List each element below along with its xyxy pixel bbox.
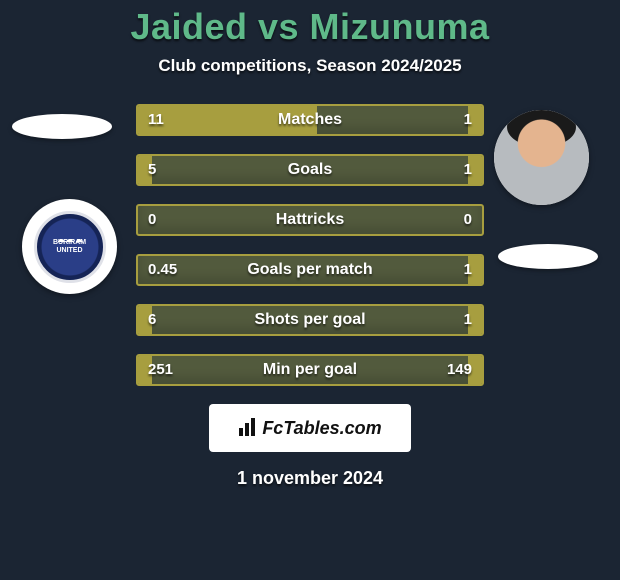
brand-text: FcTables.com — [262, 418, 381, 438]
stat-bar: 251149Min per goal — [136, 354, 484, 386]
shield-icon: BURIRAMUNITED — [34, 211, 106, 283]
page-subtitle: Club competitions, Season 2024/2025 — [0, 56, 620, 76]
stat-label: Shots per goal — [138, 306, 482, 334]
stat-label: Hattricks — [138, 206, 482, 234]
stat-bar: 51Goals — [136, 154, 484, 186]
stat-bar: 111Matches — [136, 104, 484, 136]
stat-bar: 00Hattricks — [136, 204, 484, 236]
stat-bar: 0.451Goals per match — [136, 254, 484, 286]
bars-icon — [238, 417, 260, 437]
club-badge-icon: BURIRAMUNITED — [22, 199, 117, 294]
snapshot-date: 1 november 2024 — [0, 468, 620, 489]
brand-badge: FcTables.com — [209, 404, 411, 452]
comparison-arena: BURIRAMUNITED 111Matches 51Goals 00Hattric… — [0, 104, 620, 384]
stat-label: Matches — [138, 106, 482, 134]
right-avatar — [494, 110, 589, 205]
stat-label: Goals — [138, 156, 482, 184]
right-club-ellipse — [498, 244, 598, 269]
left-avatar: BURIRAMUNITED — [22, 199, 117, 294]
comparison-card: Jaided vs Mizunuma Club competitions, Se… — [0, 0, 620, 580]
stat-label: Goals per match — [138, 256, 482, 284]
left-club-ellipse — [12, 114, 112, 139]
stat-bars: 111Matches 51Goals 00Hattricks 0.451Goals p… — [136, 104, 484, 404]
player-face-icon — [494, 110, 589, 205]
stat-bar: 61Shots per goal — [136, 304, 484, 336]
stat-label: Min per goal — [138, 356, 482, 384]
page-title: Jaided vs Mizunuma — [0, 0, 620, 48]
